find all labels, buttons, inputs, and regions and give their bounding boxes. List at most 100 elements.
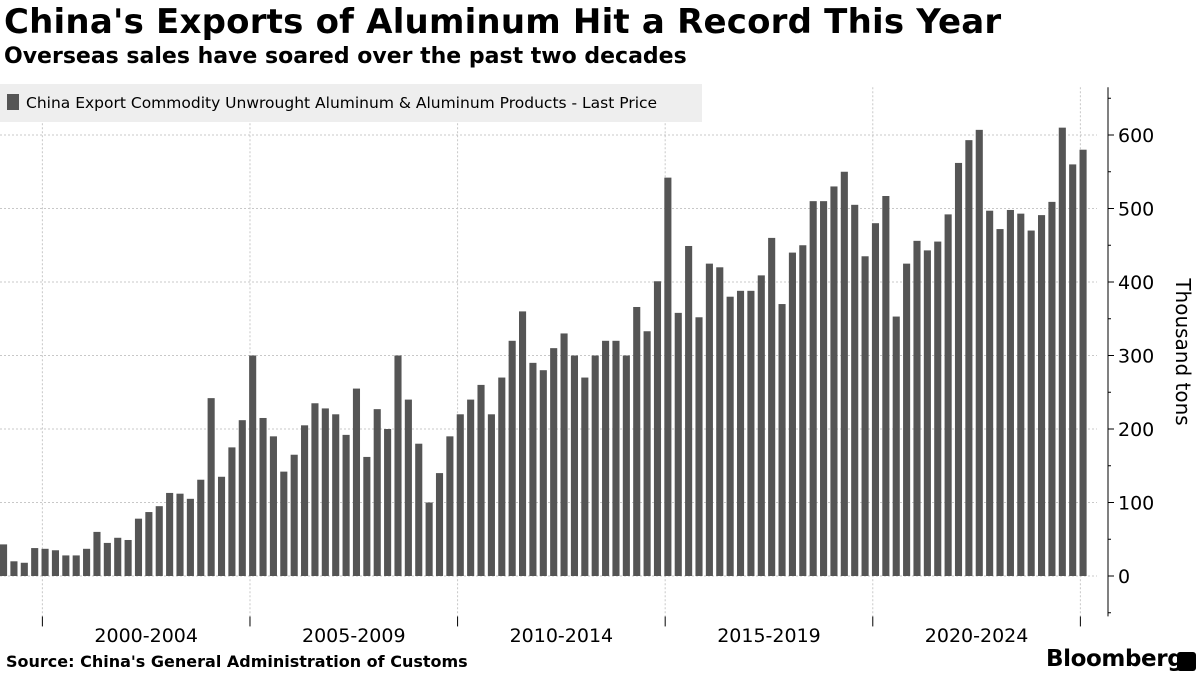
bar xyxy=(62,555,70,576)
bar xyxy=(903,263,911,577)
bar xyxy=(674,312,682,576)
bar xyxy=(830,186,838,576)
bar xyxy=(415,443,423,576)
bar xyxy=(747,290,755,576)
bar xyxy=(456,414,464,576)
bar xyxy=(342,434,350,576)
bar xyxy=(581,377,589,576)
bar xyxy=(1069,164,1077,576)
bar xyxy=(519,311,527,576)
bar xyxy=(487,414,495,576)
bar xyxy=(996,229,1004,576)
bar xyxy=(882,196,890,576)
bar xyxy=(103,542,111,576)
bar xyxy=(20,562,28,576)
bar xyxy=(352,388,361,576)
y-tick-label: 0 xyxy=(1118,566,1130,588)
x-tick-label: 2015-2019 xyxy=(717,625,821,647)
bar xyxy=(809,201,817,576)
bar xyxy=(1079,149,1087,576)
bar xyxy=(394,355,402,576)
bar xyxy=(508,340,516,576)
bar xyxy=(653,281,662,576)
y-axis: 0 100 200 300 400 500 600 xyxy=(1107,87,1154,617)
bar xyxy=(965,140,973,576)
bar xyxy=(705,263,713,577)
bar xyxy=(986,210,994,576)
y-tick-label: 600 xyxy=(1118,125,1154,147)
bar xyxy=(155,506,163,576)
bar xyxy=(736,290,745,576)
bar xyxy=(934,241,942,576)
bar xyxy=(197,479,205,576)
bar xyxy=(384,429,392,576)
bar xyxy=(176,493,184,576)
bar xyxy=(498,377,506,576)
bar xyxy=(228,447,236,577)
bar xyxy=(550,348,558,576)
x-axis: 2000-2004 2005-2009 2010-2014 2015-2019 2020… xyxy=(41,616,1081,647)
gridlines xyxy=(0,87,1097,617)
bar xyxy=(321,408,329,576)
bar xyxy=(51,550,59,576)
bar xyxy=(695,317,703,576)
bar xyxy=(861,256,869,576)
bar xyxy=(1038,215,1046,576)
x-tick-label: 2005-2009 xyxy=(302,625,406,647)
x-tick-label: 2020-2024 xyxy=(925,625,1029,647)
bar xyxy=(923,250,931,576)
legend: China Export Commodity Unwrought Aluminu… xyxy=(0,84,702,122)
bar xyxy=(913,240,921,576)
y-axis-label: Thousand tons xyxy=(1171,277,1195,425)
bar xyxy=(425,502,433,576)
bar xyxy=(249,355,257,576)
y-tick-label: 200 xyxy=(1118,419,1154,441)
bars xyxy=(0,127,1087,577)
bar xyxy=(570,355,578,576)
bar xyxy=(726,296,734,576)
legend-background xyxy=(0,84,702,122)
bar xyxy=(280,471,288,576)
x-tick-label: 2000-2004 xyxy=(94,625,198,647)
bar xyxy=(238,420,246,576)
bloomberg-logo: Bloomberg xyxy=(1046,646,1184,672)
bar xyxy=(467,399,475,576)
bar xyxy=(446,436,454,576)
bar xyxy=(612,340,620,576)
y-tick-label: 400 xyxy=(1118,272,1154,294)
bar xyxy=(768,237,776,576)
bar xyxy=(560,333,568,576)
bar xyxy=(591,355,599,576)
bar xyxy=(840,171,848,576)
bar xyxy=(643,331,651,576)
source-note: Source: China's General Administration o… xyxy=(6,652,468,671)
bar xyxy=(435,473,444,576)
terminal-badge-icon xyxy=(1177,652,1196,671)
bar xyxy=(892,316,900,576)
bar xyxy=(186,498,194,576)
bar xyxy=(1017,213,1025,576)
bar xyxy=(539,370,547,576)
bar xyxy=(41,548,49,576)
bar xyxy=(975,129,983,577)
bar xyxy=(83,548,91,576)
y-tick-label: 500 xyxy=(1118,199,1154,221)
chart-title: China's Exports of Aluminum Hit a Record… xyxy=(4,2,1002,42)
bar xyxy=(529,362,537,576)
bar xyxy=(633,306,641,576)
bar xyxy=(134,518,143,576)
bar xyxy=(404,399,412,576)
bar xyxy=(757,275,765,576)
bar xyxy=(954,162,963,576)
bar xyxy=(363,456,371,576)
y-tick-label: 100 xyxy=(1118,493,1154,515)
bar xyxy=(217,476,226,576)
bar xyxy=(10,561,18,576)
bar xyxy=(477,384,485,576)
bar xyxy=(1027,230,1035,577)
bar xyxy=(301,425,309,576)
chart-subtitle: Overseas sales have soared over the past… xyxy=(4,44,687,69)
bar xyxy=(778,304,786,576)
bar xyxy=(259,417,267,576)
